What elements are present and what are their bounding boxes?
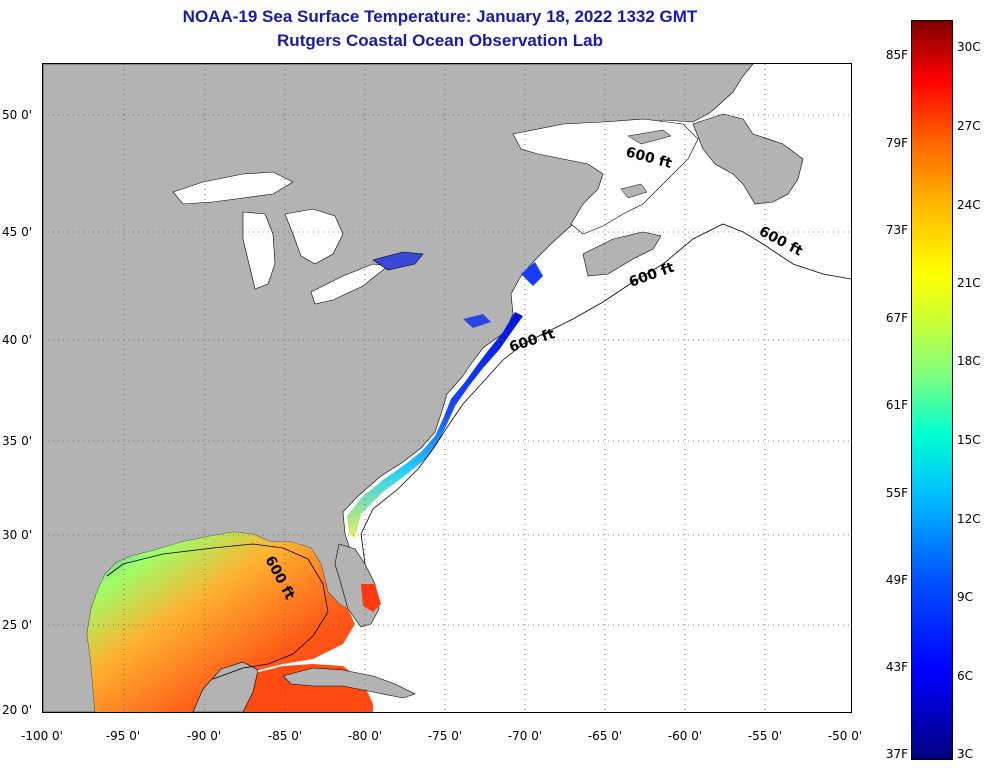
graticule xyxy=(43,64,851,712)
sst-map[interactable]: 600 ft 600 ft 600 ft 600 ft 600 ft xyxy=(42,63,852,713)
gulf-of-maine-sst xyxy=(521,262,543,286)
lon-label-90: -90 0' xyxy=(186,729,222,743)
colorbar-f-label: 61F xyxy=(885,398,908,412)
anticosti-island xyxy=(627,129,672,145)
colorbar-c-label: 15C xyxy=(957,433,981,447)
map-canvas: 600 ft 600 ft 600 ft 600 ft 600 ft xyxy=(43,64,851,712)
colorbar-c-label: 12C xyxy=(957,512,981,526)
colorbar-f-label: 37F xyxy=(885,747,908,761)
isobath-600ft-atlantic xyxy=(360,223,851,565)
colorbar-c-label: 21C xyxy=(957,276,981,290)
colorbar-f-label: 73F xyxy=(885,223,908,237)
lat-label-45: 45 0' xyxy=(2,225,33,239)
map-subtitle: Rutgers Coastal Ocean Observation Lab xyxy=(277,31,603,50)
colorbar-f-label: 85F xyxy=(885,48,908,62)
yucatan-land xyxy=(192,661,259,712)
lake-superior xyxy=(172,171,294,205)
colorbar-c-label: 27C xyxy=(957,119,981,133)
lon-label-70: -70 0' xyxy=(507,729,543,743)
nova-scotia-land xyxy=(582,231,662,277)
temperature-colorbar xyxy=(911,20,953,760)
lat-label-50: 50 0' xyxy=(2,108,33,122)
gulf-of-st-lawrence xyxy=(512,118,699,235)
contour-label-4: 600 ft xyxy=(507,326,557,356)
lon-label-80: -80 0' xyxy=(347,729,383,743)
cape-cod-sst xyxy=(463,314,491,328)
colorbar-f-label: 67F xyxy=(885,311,908,325)
colorbar-c-label: 6C xyxy=(957,669,974,683)
lon-label-75: -75 0' xyxy=(427,729,463,743)
lon-label-55: -55 0' xyxy=(747,729,783,743)
lon-label-65: -65 0' xyxy=(587,729,623,743)
gulf-of-mexico-sst xyxy=(87,532,355,712)
lon-label-50: -50 0' xyxy=(827,729,863,743)
lake-erie xyxy=(310,263,389,305)
lake-huron xyxy=(284,208,344,265)
isobath-600ft-gulf xyxy=(106,543,329,680)
colorbar-c-label: 18C xyxy=(957,354,981,368)
colorbar-c-label: 9C xyxy=(957,590,974,604)
colorbar-c-label: 24C xyxy=(957,198,981,212)
lat-label-30: 30 0' xyxy=(2,528,33,542)
colorbar-c-label: 3C xyxy=(957,747,974,761)
lon-label-95: -95 0' xyxy=(105,729,141,743)
contour-label-3: 600 ft xyxy=(627,260,677,291)
cuba-land xyxy=(282,667,416,699)
colorbar-c-label: 30C xyxy=(957,40,981,54)
lat-label-20: 20 0' xyxy=(2,703,33,717)
lake-michigan xyxy=(242,211,276,290)
lake-ontario xyxy=(372,251,424,271)
map-title: NOAA-19 Sea Surface Temperature: January… xyxy=(182,7,698,26)
prince-edward-island xyxy=(620,183,648,199)
contour-label-2: 600 ft xyxy=(756,223,805,259)
lon-label-100: -100 0' xyxy=(21,729,63,743)
lat-label-40: 40 0' xyxy=(2,333,33,347)
colorbar-f-label: 55F xyxy=(885,486,908,500)
lat-label-25: 25 0' xyxy=(2,618,33,632)
colorbar-f-label: 49F xyxy=(885,573,908,587)
colorbar-f-label: 79F xyxy=(885,136,908,150)
newfoundland-land xyxy=(692,113,804,205)
lon-label-60: -60 0' xyxy=(667,729,703,743)
lon-label-85: -85 0' xyxy=(267,729,303,743)
colorbar-f-label: 43F xyxy=(885,660,908,674)
lat-label-35: 35 0' xyxy=(2,434,33,448)
atlantic-coastal-sst xyxy=(347,312,523,538)
florida-straits-sst xyxy=(361,584,381,612)
